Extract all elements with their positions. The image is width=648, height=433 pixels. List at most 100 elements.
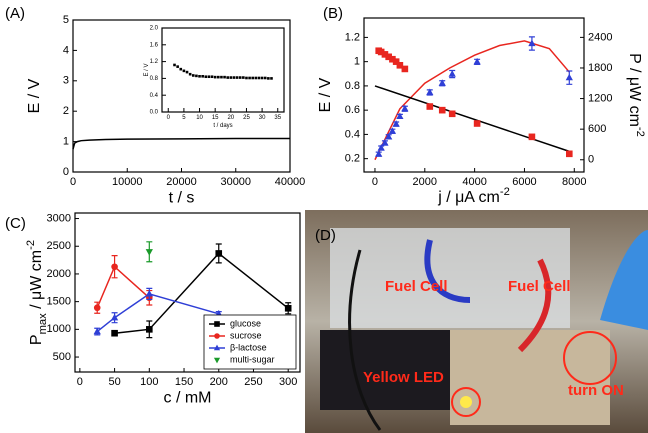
x-tick-label: 2000 [413, 176, 437, 188]
y-tick-label: 1.2 [345, 31, 360, 43]
marker [217, 75, 220, 79]
marker [401, 104, 409, 112]
marker [377, 48, 385, 56]
y-tick-label: 0.6 [345, 104, 360, 116]
marker [263, 76, 267, 80]
y-tick-label: 2500 [47, 240, 71, 252]
led-circle [451, 387, 481, 417]
y-tick-label: 0 [63, 166, 69, 178]
marker [173, 63, 176, 67]
marker [145, 289, 153, 297]
x-tick-label: 0 [167, 115, 171, 121]
y-tick-label: 1 [354, 56, 360, 68]
marker [401, 65, 409, 73]
fit-line [374, 85, 570, 153]
marker [215, 250, 223, 257]
marker [201, 75, 204, 78]
marker [385, 53, 392, 61]
annotation: turn ON [568, 382, 624, 399]
y-tick-label: 0.0 [150, 110, 159, 116]
y-tick-label: 2000 [47, 268, 71, 280]
legend-box [203, 314, 297, 370]
marker [207, 75, 211, 79]
marker [381, 51, 389, 58]
marker [248, 76, 251, 80]
x-tick-label: 0 [372, 176, 378, 188]
marker [473, 120, 481, 127]
y-tick-label: 1.6 [150, 42, 159, 48]
marker [448, 110, 456, 118]
legend-marker [214, 333, 220, 339]
marker [448, 70, 456, 77]
marker [389, 55, 396, 63]
marker [426, 88, 434, 96]
marker [270, 77, 273, 80]
annotation: Fuel Cell [508, 278, 571, 295]
legend-label: sucrose [230, 330, 262, 340]
photo: (D) Fuel Cell Fuel Cell Yellow LED turn … [305, 210, 648, 433]
marker [182, 69, 186, 73]
legend-marker [213, 344, 221, 351]
marker [438, 106, 446, 114]
marker [251, 76, 255, 80]
marker [396, 112, 404, 120]
y2-tick-label: 2400 [588, 31, 612, 43]
marker [223, 75, 226, 79]
marker [93, 304, 101, 312]
marker [396, 61, 404, 69]
y2-tick-label: 600 [588, 123, 606, 135]
axis-label-part: / μW cm [28, 250, 45, 313]
marker [188, 72, 192, 76]
x-tick-label: 35 [274, 115, 281, 121]
marker [257, 76, 261, 80]
axis-label-part: -2 [500, 186, 510, 198]
marker [528, 39, 536, 47]
y-tick-label: 3 [63, 75, 69, 87]
axis-label-part: P [28, 334, 45, 345]
plot-frame [161, 27, 285, 113]
y-tick-label: 0.2 [345, 153, 360, 165]
legend-marker [214, 321, 220, 327]
y-tick-label: 1500 [47, 296, 71, 308]
wire [348, 249, 382, 431]
data-line [96, 293, 219, 333]
axis-label-part: -2 [25, 240, 37, 250]
axis-label-part: P / μW cm [626, 53, 643, 127]
annotation: Yellow LED [363, 369, 444, 386]
panel-label: (A) [5, 5, 25, 22]
x-tick-label: 10 [196, 115, 203, 121]
x-tick-label: 200 [210, 376, 228, 388]
cell-rack [330, 228, 570, 328]
marker [267, 77, 270, 80]
y-tick-label: 1.2 [150, 59, 159, 65]
x-tick-label: 20 [227, 115, 234, 121]
x-tick-label: 50 [108, 376, 120, 388]
marker [204, 75, 208, 79]
y-tick-label: 3000 [47, 212, 71, 224]
legend-marker [213, 357, 221, 364]
marker [226, 76, 229, 79]
x-tick-label: 25 [243, 115, 250, 121]
marker [377, 144, 385, 151]
marker [145, 249, 153, 256]
marker [146, 326, 153, 333]
axis-label: c / mM [164, 389, 212, 406]
panel-label: (C) [5, 215, 26, 232]
switch-circle [563, 331, 617, 385]
marker [176, 65, 179, 68]
marker [392, 120, 400, 127]
y-tick-label: 0.8 [345, 80, 360, 92]
x-tick-label: 40000 [275, 176, 306, 188]
marker [191, 74, 195, 77]
y-tick-label: 0.8 [150, 76, 159, 82]
marker [185, 70, 189, 74]
marker [179, 67, 183, 71]
marker [111, 329, 118, 337]
x-tick-label: 150 [175, 376, 193, 388]
x-tick-label: 10000 [112, 176, 143, 188]
panel-label: (D) [315, 227, 336, 244]
marker [195, 74, 198, 78]
led [460, 396, 472, 408]
marker [220, 75, 223, 79]
marker [260, 76, 264, 80]
